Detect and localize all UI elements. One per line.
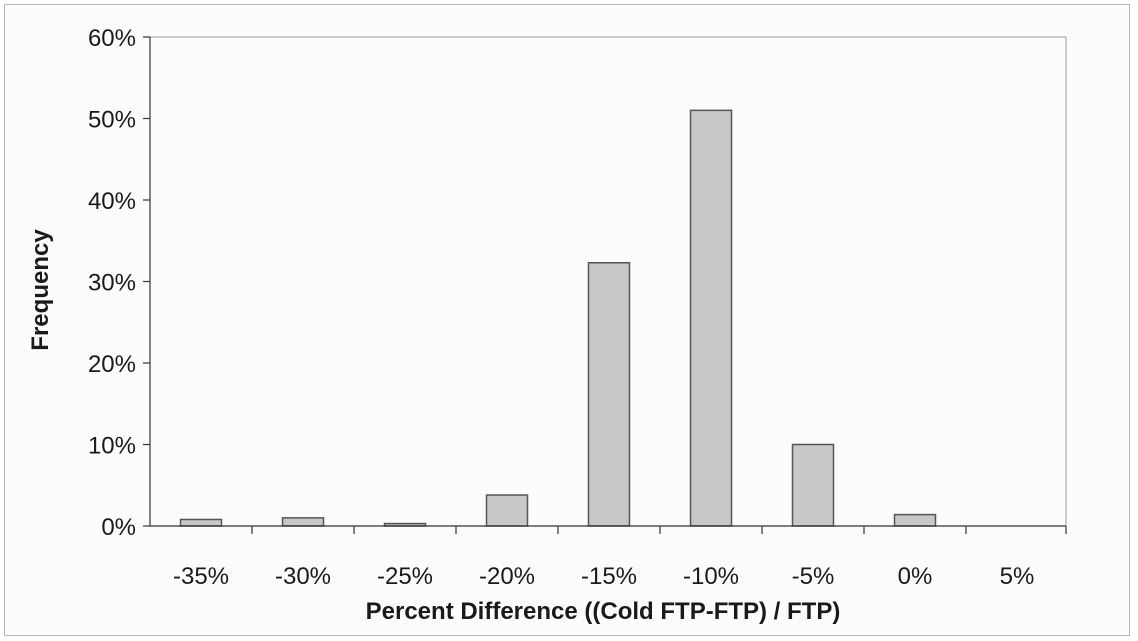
y-axis-title: Frequency bbox=[27, 229, 54, 351]
bar bbox=[179, 518, 223, 527]
y-tick-label: 0% bbox=[101, 514, 136, 541]
x-tick-label: -30% bbox=[275, 563, 331, 590]
x-tick-label: -20% bbox=[479, 563, 535, 590]
x-tick-label: -35% bbox=[173, 563, 229, 590]
y-tick-label: 60% bbox=[88, 25, 136, 52]
x-tick-label: 5% bbox=[1000, 563, 1035, 590]
bar bbox=[689, 109, 733, 527]
y-tick-label: 10% bbox=[88, 433, 136, 460]
x-tick-label: -15% bbox=[581, 563, 637, 590]
y-tick-label: 40% bbox=[88, 188, 136, 215]
x-tick-label: -5% bbox=[792, 563, 835, 590]
y-tick-label: 30% bbox=[88, 270, 136, 297]
x-tick-label: -10% bbox=[683, 563, 739, 590]
y-tick-labels: 0% 10% 20% 30% 40% 50% 60% bbox=[88, 25, 136, 541]
x-tick-labels: -35% -30% -25% -20% -15% -10% -5% 0% 5% bbox=[173, 563, 1034, 590]
bar bbox=[893, 513, 937, 527]
chart-frame bbox=[4, 4, 1130, 636]
y-tick-label: 20% bbox=[88, 351, 136, 378]
x-tick-label: -25% bbox=[377, 563, 433, 590]
bar bbox=[485, 494, 529, 527]
axes bbox=[143, 36, 1067, 534]
x-tick-label: 0% bbox=[898, 563, 933, 590]
bar bbox=[281, 517, 325, 527]
bar bbox=[587, 262, 631, 527]
y-tick-label: 50% bbox=[88, 107, 136, 134]
bars bbox=[179, 109, 937, 527]
x-axis-title: Percent Difference ((Cold FTP-FTP) / FTP… bbox=[366, 598, 841, 625]
bar bbox=[791, 443, 835, 527]
